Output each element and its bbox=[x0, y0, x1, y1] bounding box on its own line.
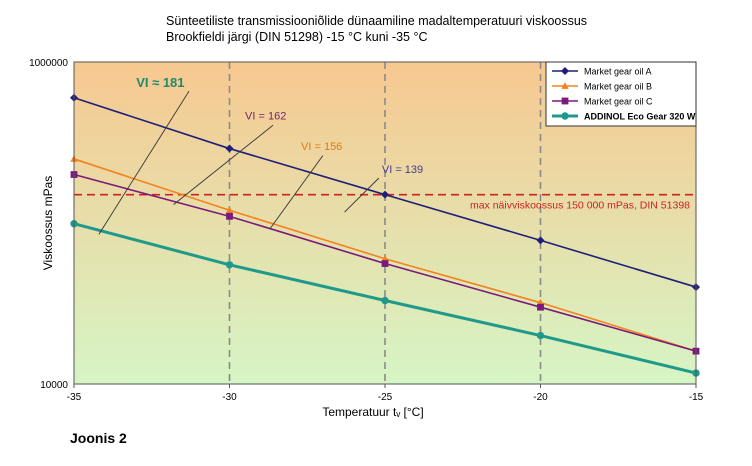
legend-item: Market gear oil A bbox=[552, 67, 652, 77]
annotation-label: VI = 139 bbox=[382, 164, 423, 176]
x-tick-label: -20 bbox=[533, 392, 548, 403]
data-point bbox=[225, 144, 234, 153]
vi-annotation-4: VI = 139 bbox=[344, 164, 423, 213]
y-tick-label: 10000 bbox=[40, 380, 68, 391]
data-point bbox=[226, 212, 233, 220]
legend-item: ADDINOL Eco Gear 320 W bbox=[552, 112, 696, 122]
legend-item: Market gear oil B bbox=[552, 82, 652, 92]
legend-label: Market gear oil B bbox=[584, 82, 652, 92]
data-point bbox=[381, 260, 389, 267]
series-4 bbox=[70, 220, 700, 377]
annotation-leader-line bbox=[269, 155, 324, 230]
annotation-label: VI = 162 bbox=[245, 110, 286, 122]
data-point bbox=[225, 206, 234, 214]
x-tick-label: -15 bbox=[689, 392, 704, 403]
legend-label: Market gear oil C bbox=[584, 97, 653, 107]
vi-annotation-1: VI ≈ 181 bbox=[98, 75, 190, 235]
annotation-leader-line bbox=[173, 124, 274, 206]
legend-item: Market gear oil C bbox=[552, 97, 653, 107]
x-tick-label: -30 bbox=[222, 392, 237, 403]
x-tick-label: -25 bbox=[378, 392, 393, 403]
legend-marker bbox=[561, 97, 569, 105]
legend-label: Market gear oil A bbox=[584, 67, 652, 77]
figure-caption: Joonis 2 bbox=[70, 430, 127, 446]
annotation-label: VI = 156 bbox=[301, 141, 342, 153]
annotation-leader-line bbox=[98, 90, 190, 235]
legend-marker bbox=[561, 67, 569, 75]
vi-annotation-2: VI = 162 bbox=[173, 110, 286, 206]
data-point bbox=[536, 331, 545, 340]
x-tick-label: -35 bbox=[67, 392, 82, 403]
data-point bbox=[381, 254, 389, 262]
legend-label: ADDINOL Eco Gear 320 W bbox=[584, 112, 696, 122]
data-point bbox=[381, 296, 389, 305]
chart-title-line-1: Sünteetiliste transmissiooniõlide dünaam… bbox=[166, 14, 588, 28]
y-tick-label: 1000000 bbox=[29, 58, 68, 69]
annotation-leader-line bbox=[344, 177, 380, 213]
legend-marker bbox=[561, 112, 569, 120]
data-point bbox=[225, 261, 234, 269]
y-axis-label: Viskoossus mPas bbox=[41, 176, 55, 270]
legend-marker bbox=[561, 82, 569, 89]
data-point bbox=[537, 303, 544, 311]
annotation-label: VI ≈ 181 bbox=[136, 75, 184, 90]
series-1 bbox=[70, 93, 700, 292]
reference-line-label: max näivviskoossus 150 000 mPas, DIN 513… bbox=[470, 200, 690, 212]
vi-annotation-3: VI = 156 bbox=[269, 141, 342, 230]
data-point bbox=[381, 190, 389, 199]
data-point bbox=[536, 236, 545, 245]
chart-title-line-2: Brookfieldi järgi (DIN 51298) -15 °C kun… bbox=[166, 30, 428, 44]
x-axis-label: Temperatuur tᵥ [°C] bbox=[322, 405, 423, 419]
